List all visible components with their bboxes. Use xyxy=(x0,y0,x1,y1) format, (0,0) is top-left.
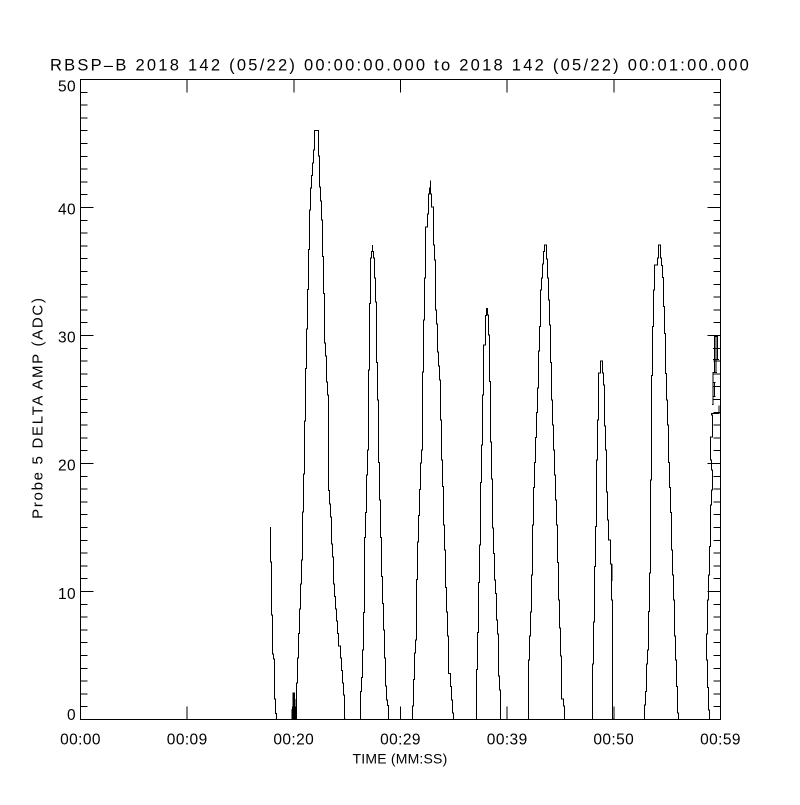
svg-text:30: 30 xyxy=(58,330,76,347)
svg-text:0: 0 xyxy=(67,707,76,724)
svg-text:40: 40 xyxy=(58,201,76,218)
svg-text:20: 20 xyxy=(58,458,76,475)
svg-text:TIME (MM:SS): TIME (MM:SS) xyxy=(353,750,448,766)
svg-text:00:20: 00:20 xyxy=(273,732,314,749)
svg-text:00:50: 00:50 xyxy=(593,732,634,749)
svg-text:RBSP–B 2018 142 (05/22) 00:00:: RBSP–B 2018 142 (05/22) 00:00:00.000 to … xyxy=(50,57,751,75)
svg-text:00:29: 00:29 xyxy=(380,732,421,749)
svg-text:00:09: 00:09 xyxy=(167,732,208,749)
svg-text:00:59: 00:59 xyxy=(700,732,741,749)
svg-text:10: 10 xyxy=(58,586,76,603)
svg-text:Probe 5 DELTA AMP (ADC): Probe 5 DELTA AMP (ADC) xyxy=(30,296,47,518)
svg-text:50: 50 xyxy=(58,79,76,96)
svg-text:00:39: 00:39 xyxy=(487,732,528,749)
svg-text:00:00: 00:00 xyxy=(60,732,101,749)
